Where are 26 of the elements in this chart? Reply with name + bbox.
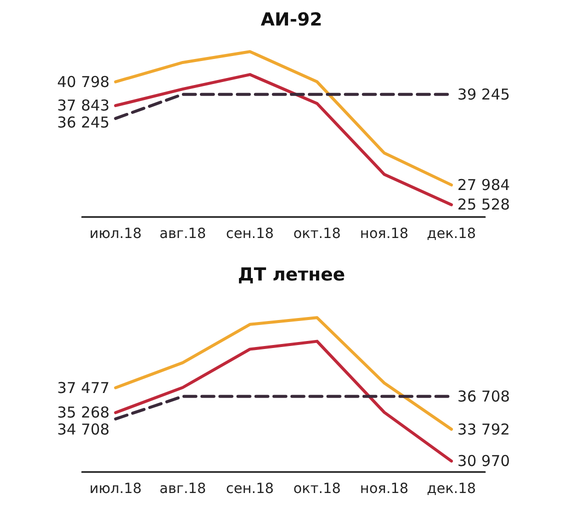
x-tick-label: сен.18 — [226, 226, 274, 242]
data-label: 36 708 — [457, 387, 510, 406]
x-tick-label: июл.18 — [90, 226, 142, 242]
data-label: 25 528 — [457, 196, 510, 214]
x-tick-label: авг.18 — [160, 481, 206, 497]
data-label: 30 970 — [457, 452, 510, 470]
data-label: 37 477 — [57, 378, 110, 397]
chart-title: ДТ летнее — [238, 264, 346, 286]
x-tick-label: окт.18 — [293, 481, 341, 497]
data-label: 37 843 — [57, 96, 110, 115]
x-tick-label: июл.18 — [90, 481, 142, 497]
x-tick-label: ноя.18 — [360, 226, 408, 242]
x-tick-label: авг.18 — [160, 226, 206, 242]
data-label: 34 708 — [57, 420, 110, 439]
data-label: 39 245 — [457, 85, 510, 104]
x-tick-label: дек.18 — [426, 481, 476, 497]
x-tick-label: окт.18 — [293, 226, 341, 242]
data-label: 35 268 — [57, 404, 110, 422]
data-label: 27 984 — [457, 176, 510, 194]
chart-title: АИ-92 — [260, 10, 322, 30]
x-tick-label: дек.18 — [426, 226, 476, 242]
data-label: 40 798 — [57, 72, 110, 91]
x-tick-label: сен.18 — [226, 481, 274, 497]
data-label: 33 792 — [457, 420, 510, 438]
x-tick-label: ноя.18 — [360, 481, 408, 497]
data-label: 36 245 — [57, 114, 110, 132]
